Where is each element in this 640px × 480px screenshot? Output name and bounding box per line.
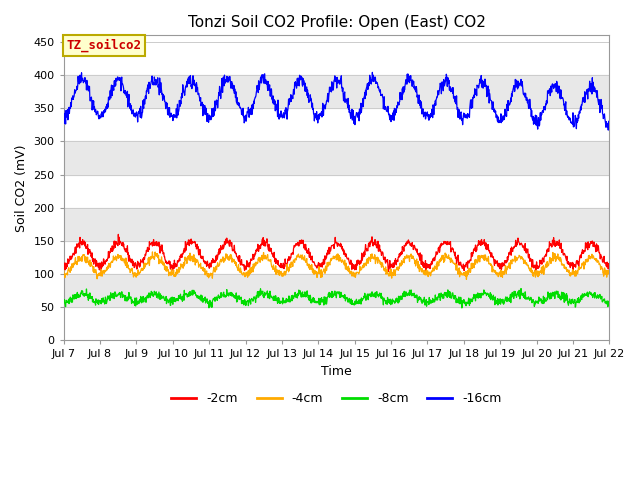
Bar [64, 274, 609, 307]
Bar [64, 208, 609, 241]
Title: Tonzi Soil CO2 Profile: Open (East) CO2: Tonzi Soil CO2 Profile: Open (East) CO2 [188, 15, 486, 30]
Bar [64, 142, 609, 175]
Legend: -2cm, -4cm, -8cm, -16cm: -2cm, -4cm, -8cm, -16cm [166, 387, 507, 410]
X-axis label: Time: Time [321, 365, 352, 378]
Bar [64, 75, 609, 108]
Y-axis label: Soil CO2 (mV): Soil CO2 (mV) [15, 144, 28, 232]
Text: TZ_soilco2: TZ_soilco2 [67, 39, 141, 52]
